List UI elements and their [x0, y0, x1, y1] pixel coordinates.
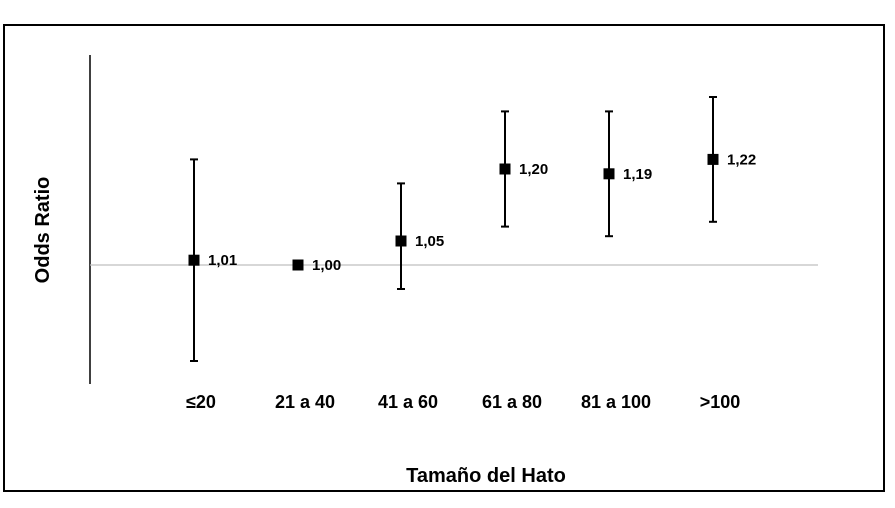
x-tick-label: 61 a 80 — [482, 392, 542, 412]
data-label: 1,20 — [519, 161, 548, 178]
data-point — [707, 153, 719, 165]
data-point — [603, 168, 615, 180]
x-tick-labels: ≤20 21 a 40 41 a 60 61 a 80 81 a 100 >100 — [186, 392, 740, 412]
data-label: 1,00 — [312, 257, 341, 274]
data-point — [292, 259, 304, 271]
data-point — [395, 235, 407, 247]
data-marks: 1,01 1,00 1,05 1,20 1,19 1,22 — [188, 96, 756, 362]
chart-frame — [3, 24, 885, 492]
data-label: 1,22 — [727, 151, 756, 168]
data-point — [499, 163, 511, 175]
y-axis-title: Odds Ratio — [32, 177, 54, 284]
x-tick-label: 81 a 100 — [581, 392, 651, 412]
x-tick-label: ≤20 — [186, 392, 216, 412]
x-tick-label: 21 a 40 — [275, 392, 335, 412]
x-axis-title: Tamaño del Hato — [406, 465, 566, 487]
data-label: 1,05 — [415, 233, 444, 250]
x-tick-label: 41 a 60 — [378, 392, 438, 412]
data-label: 1,19 — [623, 166, 652, 183]
x-tick-label: >100 — [700, 392, 741, 412]
data-point — [188, 254, 200, 266]
data-label: 1,01 — [208, 252, 237, 269]
